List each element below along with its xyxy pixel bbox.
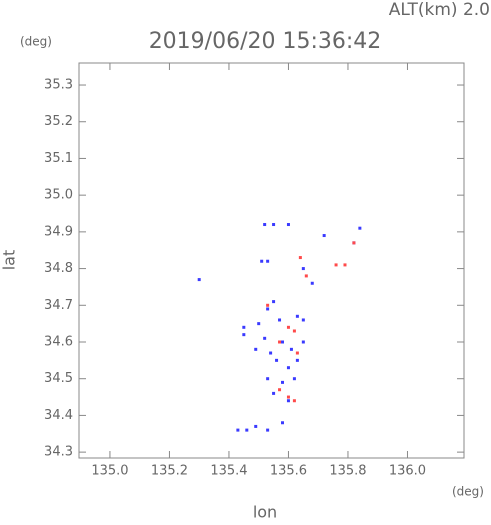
point bbox=[286, 366, 290, 370]
point bbox=[197, 278, 201, 282]
y-tick-label: 34.5 bbox=[44, 371, 73, 386]
x-tick-label: 135.0 bbox=[91, 464, 128, 479]
point bbox=[301, 267, 305, 271]
y-tick-label: 34.9 bbox=[44, 224, 73, 239]
point bbox=[272, 391, 276, 395]
point bbox=[358, 226, 362, 230]
point bbox=[295, 351, 299, 355]
point bbox=[272, 223, 276, 227]
x-axis-label: lon bbox=[253, 503, 277, 522]
point bbox=[304, 274, 308, 278]
x-tick-label: 136.0 bbox=[389, 464, 426, 479]
point bbox=[343, 263, 347, 267]
point bbox=[292, 399, 296, 403]
point bbox=[286, 395, 290, 399]
point bbox=[278, 318, 282, 322]
point bbox=[266, 307, 270, 311]
point bbox=[266, 377, 270, 381]
y-tick-label: 35.2 bbox=[44, 114, 73, 129]
x-tick-label: 135.2 bbox=[151, 464, 188, 479]
point bbox=[263, 336, 267, 340]
y-tick-label: 34.6 bbox=[44, 334, 73, 349]
point bbox=[286, 399, 290, 403]
point bbox=[298, 256, 302, 260]
point bbox=[289, 347, 293, 351]
point bbox=[266, 428, 270, 432]
point bbox=[260, 259, 264, 263]
x-tick-label: 135.8 bbox=[329, 464, 366, 479]
point bbox=[292, 377, 296, 381]
point bbox=[272, 300, 276, 304]
point bbox=[352, 241, 356, 245]
point bbox=[266, 259, 270, 263]
chart-title: 2019/06/20 15:36:42 bbox=[149, 29, 382, 54]
point bbox=[254, 424, 258, 428]
x-unit: (deg) bbox=[452, 485, 484, 499]
point bbox=[278, 388, 282, 392]
plot-frame bbox=[78, 62, 465, 459]
point bbox=[278, 340, 282, 344]
point bbox=[310, 281, 314, 285]
y-tick-label: 34.7 bbox=[44, 298, 73, 313]
point bbox=[281, 340, 285, 344]
point bbox=[266, 303, 270, 307]
point bbox=[263, 223, 267, 227]
point bbox=[281, 380, 285, 384]
point bbox=[286, 325, 290, 329]
point bbox=[245, 428, 249, 432]
x-tick-label: 135.4 bbox=[210, 464, 247, 479]
y-unit: (deg) bbox=[20, 35, 52, 49]
point bbox=[322, 234, 326, 238]
y-tick-label: 35.0 bbox=[44, 188, 73, 203]
y-tick-label: 35.3 bbox=[44, 78, 73, 93]
x-tick-label: 135.6 bbox=[270, 464, 307, 479]
chart-subtitle: ALT(km) 2.0 bbox=[389, 0, 490, 20]
point bbox=[286, 223, 290, 227]
point bbox=[242, 333, 246, 337]
point bbox=[254, 347, 258, 351]
y-tick-label: 34.3 bbox=[44, 445, 73, 460]
point bbox=[301, 340, 305, 344]
point bbox=[257, 322, 261, 326]
y-tick-label: 34.4 bbox=[44, 408, 73, 423]
point bbox=[292, 329, 296, 333]
point bbox=[242, 325, 246, 329]
point bbox=[301, 318, 305, 322]
point bbox=[281, 421, 285, 425]
point bbox=[334, 263, 338, 267]
point bbox=[295, 314, 299, 318]
y-tick-label: 35.1 bbox=[44, 151, 73, 166]
y-axis-label: lat bbox=[0, 250, 19, 271]
point bbox=[275, 358, 279, 362]
y-tick-label: 34.8 bbox=[44, 261, 73, 276]
point bbox=[269, 351, 273, 355]
point bbox=[295, 358, 299, 362]
point bbox=[236, 428, 240, 432]
